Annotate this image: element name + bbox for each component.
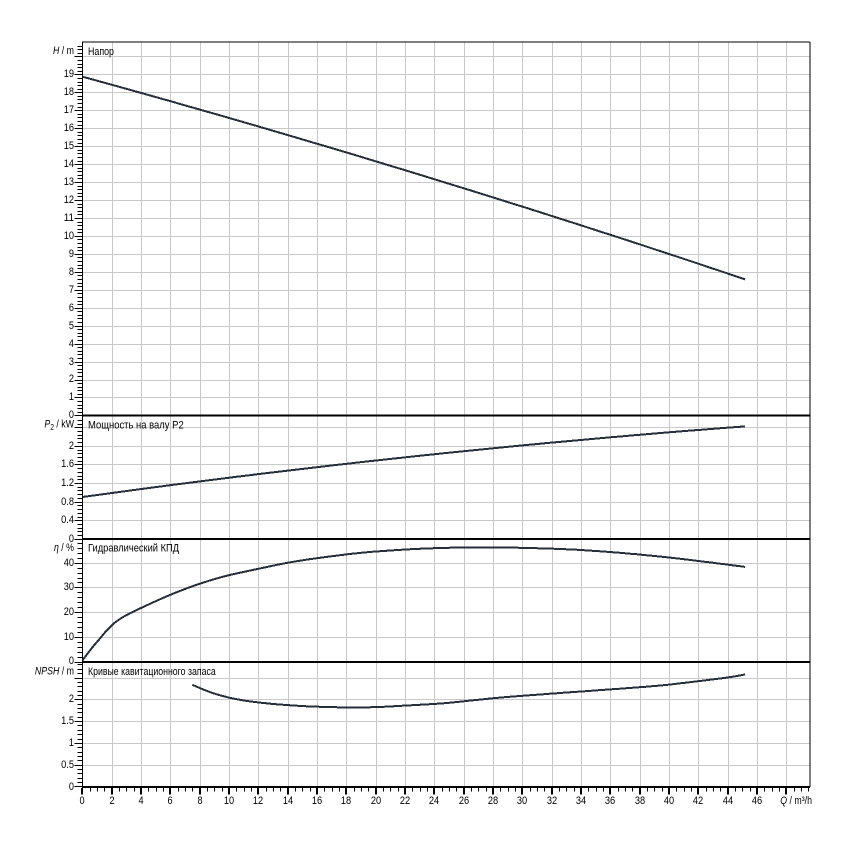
svg-text:Напор: Напор (88, 46, 114, 58)
svg-text:44: 44 (723, 795, 733, 807)
svg-text:18: 18 (64, 86, 74, 98)
svg-text:0: 0 (69, 655, 74, 667)
svg-text:1.6: 1.6 (61, 458, 74, 470)
svg-text:16: 16 (64, 122, 74, 134)
svg-text:6: 6 (167, 795, 172, 807)
svg-text:30: 30 (517, 795, 527, 807)
svg-text:1: 1 (69, 737, 74, 749)
svg-text:34: 34 (576, 795, 586, 807)
svg-text:1.5: 1.5 (61, 715, 74, 727)
svg-text:2: 2 (109, 795, 114, 807)
svg-text:7: 7 (69, 284, 74, 296)
svg-text:24: 24 (429, 795, 439, 807)
svg-text:0: 0 (79, 795, 84, 807)
svg-text:20: 20 (371, 795, 381, 807)
svg-text:0: 0 (69, 409, 74, 421)
svg-text:Q / m³/h: Q / m³/h (780, 795, 812, 807)
svg-text:26: 26 (459, 795, 469, 807)
svg-text:2: 2 (69, 440, 74, 452)
svg-text:36: 36 (605, 795, 615, 807)
svg-text:9: 9 (69, 248, 74, 260)
svg-text:12: 12 (253, 795, 263, 807)
svg-text:16: 16 (312, 795, 322, 807)
svg-text:19: 19 (64, 68, 74, 80)
svg-text:2: 2 (69, 693, 74, 705)
svg-text:10: 10 (64, 230, 74, 242)
svg-text:8: 8 (197, 795, 202, 807)
svg-text:20: 20 (64, 606, 74, 618)
svg-text:0.5: 0.5 (61, 759, 74, 771)
svg-text:6: 6 (69, 302, 74, 314)
svg-text:17: 17 (64, 104, 74, 116)
svg-text:0: 0 (69, 533, 74, 545)
svg-text:38: 38 (635, 795, 645, 807)
svg-text:H / m: H / m (53, 45, 74, 57)
svg-text:10: 10 (64, 631, 74, 643)
svg-text:46: 46 (752, 795, 762, 807)
svg-text:1.2: 1.2 (61, 477, 74, 489)
svg-text:0.8: 0.8 (61, 496, 74, 508)
svg-text:18: 18 (341, 795, 351, 807)
svg-text:30: 30 (64, 581, 74, 593)
svg-text:28: 28 (488, 795, 498, 807)
svg-text:3: 3 (69, 356, 74, 368)
svg-text:22: 22 (400, 795, 410, 807)
svg-text:13: 13 (64, 176, 74, 188)
svg-text:14: 14 (283, 795, 293, 807)
svg-text:40: 40 (64, 557, 74, 569)
svg-text:0: 0 (69, 781, 74, 793)
svg-text:32: 32 (547, 795, 557, 807)
svg-text:0.4: 0.4 (61, 514, 74, 526)
svg-text:12: 12 (64, 194, 74, 206)
svg-text:8: 8 (69, 266, 74, 278)
svg-text:14: 14 (64, 158, 74, 170)
svg-text:15: 15 (64, 140, 74, 152)
svg-text:P2 / kW: P2 / kW (44, 419, 74, 432)
svg-text:Кривые кавитационного запаса: Кривые кавитационного запаса (88, 666, 216, 678)
svg-text:42: 42 (693, 795, 703, 807)
svg-text:11: 11 (64, 212, 74, 224)
svg-text:2: 2 (69, 373, 74, 385)
svg-text:40: 40 (664, 795, 674, 807)
svg-text:1: 1 (69, 391, 74, 403)
svg-text:η / %: η / % (54, 542, 74, 554)
svg-text:5: 5 (69, 320, 74, 332)
svg-text:10: 10 (224, 795, 234, 807)
svg-text:4: 4 (138, 795, 143, 807)
svg-text:4: 4 (69, 338, 74, 350)
svg-text:NPSH / m: NPSH / m (35, 665, 74, 677)
svg-text:Гидравлический КПД: Гидравлический КПД (88, 543, 179, 555)
svg-text:Мощность на валу P2: Мощность на валу P2 (88, 419, 184, 431)
